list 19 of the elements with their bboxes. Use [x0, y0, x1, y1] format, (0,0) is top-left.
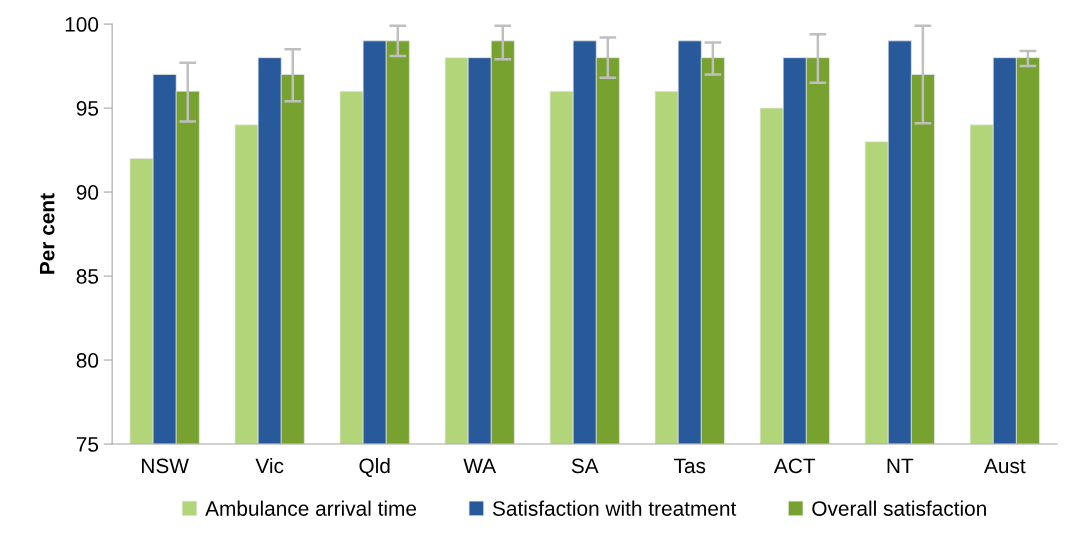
legend-label: Ambulance arrival time: [205, 500, 417, 516]
x-tick-label: NSW: [142, 458, 189, 474]
legend-label: Satisfaction with treatment: [492, 500, 737, 516]
x-tick-label: ACT: [773, 458, 816, 474]
y-tick-label: 100: [65, 17, 99, 32]
y-tick-label: 75: [76, 437, 99, 452]
x-tick-label: Vic: [255, 457, 284, 474]
legend-label: Overall satisfaction: [812, 500, 986, 516]
x-tick-label: WA: [463, 458, 497, 474]
y-tick-label: 85: [76, 269, 99, 284]
y-tick-label: 80: [76, 353, 99, 368]
y-tick-label: 90: [76, 185, 99, 200]
x-tick-label: Tas: [674, 458, 706, 474]
x-tick-label: SA: [571, 458, 599, 474]
y-axis-title: Per cent: [39, 193, 55, 274]
x-tick-label: Aust: [984, 458, 1026, 474]
x-tick-label: NT: [887, 458, 914, 474]
y-tick-label: 95: [76, 101, 99, 116]
x-tick-label: Qld: [359, 457, 390, 477]
